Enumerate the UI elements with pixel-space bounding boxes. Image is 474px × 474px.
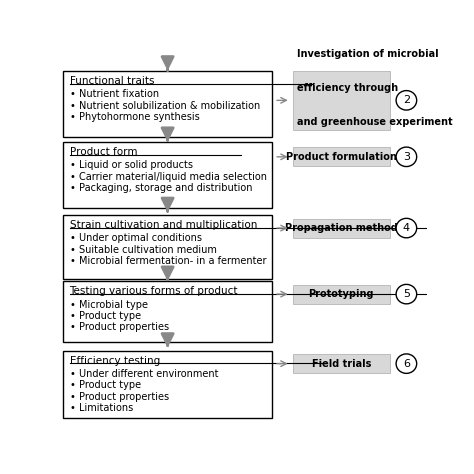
FancyBboxPatch shape [292, 219, 390, 237]
Text: • Suitable cultivation medium: • Suitable cultivation medium [70, 245, 217, 255]
Text: • Product type: • Product type [70, 311, 141, 321]
Text: 4: 4 [403, 223, 410, 233]
Text: Strain cultivation and multiplication: Strain cultivation and multiplication [70, 220, 257, 230]
Text: Efficiency testing: Efficiency testing [70, 356, 160, 366]
Text: • Microbial type: • Microbial type [70, 300, 147, 310]
Text: • Packaging, storage and distribution: • Packaging, storage and distribution [70, 183, 252, 193]
Text: 2: 2 [403, 95, 410, 105]
Text: Investigation of microbial: Investigation of microbial [297, 49, 438, 59]
Text: • Phytohormone synthesis: • Phytohormone synthesis [70, 112, 199, 122]
Text: Product form: Product form [70, 147, 137, 157]
Circle shape [396, 354, 417, 374]
Text: • Under optimal conditions: • Under optimal conditions [70, 234, 201, 244]
Circle shape [396, 91, 417, 110]
FancyBboxPatch shape [292, 147, 390, 166]
Text: • Liquid or solid products: • Liquid or solid products [70, 161, 192, 171]
Text: 3: 3 [403, 152, 410, 162]
Text: • Product type: • Product type [70, 381, 141, 391]
Text: Functional traits: Functional traits [70, 76, 154, 86]
Text: Field trials: Field trials [311, 359, 371, 369]
Text: Testing various forms of product: Testing various forms of product [70, 286, 238, 296]
Circle shape [396, 147, 417, 166]
Text: Prototyping: Prototyping [309, 289, 374, 299]
Text: • Product properties: • Product properties [70, 322, 169, 332]
Text: • Product properties: • Product properties [70, 392, 169, 402]
FancyBboxPatch shape [63, 71, 272, 137]
Circle shape [396, 219, 417, 238]
Text: • Nutrient fixation: • Nutrient fixation [70, 89, 159, 99]
Circle shape [396, 284, 417, 304]
FancyBboxPatch shape [292, 71, 390, 130]
Text: • Nutrient solubilization & mobilization: • Nutrient solubilization & mobilization [70, 100, 260, 110]
Text: • Limitations: • Limitations [70, 403, 133, 413]
Text: Product formulation: Product formulation [286, 152, 397, 162]
FancyBboxPatch shape [292, 284, 390, 304]
FancyBboxPatch shape [63, 215, 272, 279]
Text: • Microbial fermentation- in a fermenter: • Microbial fermentation- in a fermenter [70, 256, 266, 266]
Text: 6: 6 [403, 359, 410, 369]
FancyBboxPatch shape [292, 354, 390, 373]
Text: efficiency through: efficiency through [297, 83, 401, 93]
Text: and greenhouse experiment: and greenhouse experiment [297, 118, 453, 128]
Text: 5: 5 [403, 289, 410, 299]
FancyBboxPatch shape [63, 142, 272, 208]
Text: Propagation method: Propagation method [285, 223, 398, 233]
FancyBboxPatch shape [63, 281, 272, 342]
Text: • Carrier material/liquid media selection: • Carrier material/liquid media selectio… [70, 172, 266, 182]
Text: • Under different environment: • Under different environment [70, 369, 218, 379]
FancyBboxPatch shape [63, 351, 272, 419]
